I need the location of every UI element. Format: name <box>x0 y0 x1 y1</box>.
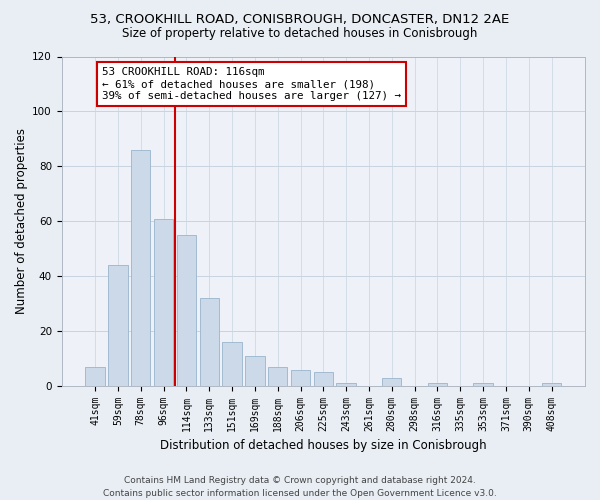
Text: Size of property relative to detached houses in Conisbrough: Size of property relative to detached ho… <box>122 28 478 40</box>
Bar <box>200 298 219 386</box>
Bar <box>108 266 128 386</box>
Bar <box>542 384 561 386</box>
Text: 53, CROOKHILL ROAD, CONISBROUGH, DONCASTER, DN12 2AE: 53, CROOKHILL ROAD, CONISBROUGH, DONCAST… <box>91 12 509 26</box>
Text: Contains HM Land Registry data © Crown copyright and database right 2024.
Contai: Contains HM Land Registry data © Crown c… <box>103 476 497 498</box>
Text: 53 CROOKHILL ROAD: 116sqm
← 61% of detached houses are smaller (198)
39% of semi: 53 CROOKHILL ROAD: 116sqm ← 61% of detac… <box>102 68 401 100</box>
Bar <box>291 370 310 386</box>
Bar <box>223 342 242 386</box>
Bar <box>177 235 196 386</box>
Bar <box>131 150 151 386</box>
Bar <box>473 384 493 386</box>
Bar <box>268 367 287 386</box>
Bar <box>428 384 447 386</box>
Bar <box>85 367 105 386</box>
Bar <box>337 384 356 386</box>
Bar <box>154 218 173 386</box>
Bar <box>245 356 265 386</box>
Y-axis label: Number of detached properties: Number of detached properties <box>15 128 28 314</box>
Bar <box>382 378 401 386</box>
X-axis label: Distribution of detached houses by size in Conisbrough: Distribution of detached houses by size … <box>160 440 487 452</box>
Bar <box>314 372 333 386</box>
